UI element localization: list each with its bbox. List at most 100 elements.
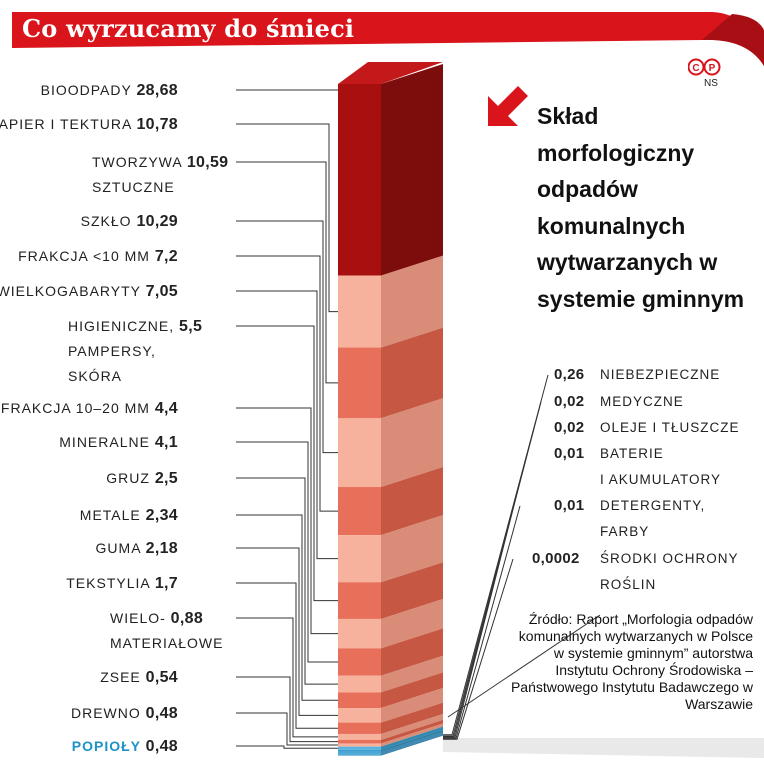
- bar-segment: [338, 535, 381, 583]
- bar-segment-side: [381, 732, 443, 754]
- data-label: 1,7: [154, 575, 178, 592]
- category-name: DREWNO: [70, 705, 146, 721]
- category-name-cont: MATERIAŁOWE: [110, 635, 224, 651]
- data-label: 4,1: [154, 434, 178, 451]
- data-label: 0,01: [554, 445, 585, 462]
- category-name-cont: I AKUMULATORY: [600, 472, 722, 487]
- bar-segment: [338, 648, 381, 676]
- category-label: 0,02 OLEJE I TŁUSZCZE: [554, 415, 740, 441]
- bar-segment-side: [381, 398, 443, 488]
- bar-segment: [338, 752, 381, 754]
- category-label: METALE 2,34: [80, 503, 178, 528]
- bar-segment-side: [381, 731, 443, 753]
- bar-segment: [338, 582, 381, 619]
- leader-line: [236, 712, 338, 746]
- leader-line: [443, 505, 521, 739]
- bar-segment: [338, 753, 381, 755]
- bar-segment-side: [381, 255, 443, 348]
- data-label: 2,34: [145, 507, 178, 524]
- category-name-cont: PAMPERSY,: [68, 343, 156, 359]
- bar-segment-side: [381, 672, 443, 709]
- leader-line: [236, 617, 338, 738]
- category-name: WIELKOGABARYTY: [0, 283, 146, 299]
- data-label: 0,26: [554, 366, 585, 383]
- category-label: HIGIENICZNE, 5,5 PAMPERSY, SKÓRA: [68, 314, 202, 389]
- category-label: 0,01 DETERGENTY, FARBY: [554, 493, 706, 545]
- leader-line: [236, 745, 338, 749]
- category-name: FRAKCJA 10–20 MM: [0, 400, 155, 416]
- bar-segment-side: [381, 719, 443, 744]
- author-initials: NS: [704, 78, 718, 89]
- category-name: MEDYCZNE: [600, 394, 684, 409]
- category-name: TWORZYWA: [92, 154, 187, 170]
- category-name: DETERGENTY,: [600, 498, 706, 513]
- bar-segment: [338, 675, 381, 693]
- logo: C P: [688, 58, 721, 76]
- category-label: POPIOŁY 0,48: [72, 734, 178, 759]
- category-name: MINERALNE: [59, 434, 155, 450]
- category-label: MINERALNE 4,1: [59, 430, 178, 455]
- bar-segment: [338, 692, 381, 709]
- data-label: 7,2: [154, 248, 178, 265]
- data-label: 10,29: [136, 213, 178, 230]
- category-name: NIEBEZPIECZNE: [600, 367, 721, 382]
- bar-segment-side: [381, 628, 443, 676]
- bar-segment: [338, 743, 381, 747]
- bar-segment: [338, 751, 381, 753]
- leader-line: [236, 676, 338, 743]
- data-label: 2,5: [154, 470, 178, 487]
- floor-shadow: [443, 738, 764, 758]
- bar-segment-side: [381, 327, 443, 419]
- category-name: TEKSTYLIA: [66, 575, 155, 591]
- category-name: ŚRODKI OCHRONY: [600, 551, 739, 566]
- bar-segment-side: [381, 723, 443, 747]
- category-label: GUMA 2,18: [96, 536, 178, 561]
- data-label: 2,18: [145, 540, 178, 557]
- bar-segment: [338, 84, 381, 276]
- category-label: ZSEE 0,54: [100, 665, 178, 690]
- leader-line: [236, 441, 338, 663]
- category-label: BIOODPADY 28,68: [41, 78, 178, 103]
- arrow-down-left-icon: [488, 86, 528, 126]
- data-label: 4,4: [154, 400, 178, 417]
- bar-segment-side: [381, 688, 443, 723]
- leader-line: [236, 255, 338, 512]
- category-name: PAPIER I TEKTURA: [0, 116, 137, 132]
- bar-segment-side: [381, 729, 443, 752]
- bar-segment: [338, 749, 381, 752]
- data-label: 0,02: [554, 419, 585, 436]
- leader-line: [236, 547, 338, 716]
- category-label: SZKŁO 10,29: [81, 209, 178, 234]
- bar-segment-side: [381, 655, 443, 693]
- bar-segment: [338, 754, 381, 756]
- leader-line: [236, 220, 338, 454]
- bar-segment-side: [381, 467, 443, 536]
- category-label: 0,0002 ŚRODKI OCHRONY ROŚLIN: [532, 546, 739, 598]
- bar-segment-side: [381, 702, 443, 734]
- category-label: TWORZYWA 10,59 SZTUCZNE: [92, 150, 228, 200]
- data-label: 0,48: [145, 738, 178, 755]
- data-label: 0,48: [145, 705, 178, 722]
- bar-segment-side: [381, 713, 443, 740]
- category-name: OLEJE I TŁUSZCZE: [600, 420, 740, 435]
- bar-segment-side: [381, 733, 443, 754]
- bar-segment-side: [381, 733, 443, 755]
- leader-line: [443, 558, 514, 740]
- leader-line: [236, 290, 338, 560]
- category-name-cont: SZTUCZNE: [92, 179, 175, 195]
- header-band: [12, 12, 764, 66]
- bar-segment-side: [381, 64, 443, 276]
- bar-segment: [338, 708, 381, 723]
- bar-segment-side: [381, 598, 443, 649]
- svg-text:P: P: [709, 63, 716, 74]
- bar-segment: [338, 487, 381, 536]
- data-label: 10,59: [186, 154, 229, 171]
- category-name: BIOODPADY: [40, 82, 137, 98]
- category-label: FRAKCJA 10–20 MM 4,4: [1, 396, 178, 421]
- data-label: 7,05: [145, 283, 178, 300]
- svg-text:C: C: [692, 63, 699, 74]
- data-label: 0,02: [554, 393, 585, 410]
- category-label: TEKSTYLIA 1,7: [66, 571, 178, 596]
- data-label: 5,5: [179, 318, 203, 335]
